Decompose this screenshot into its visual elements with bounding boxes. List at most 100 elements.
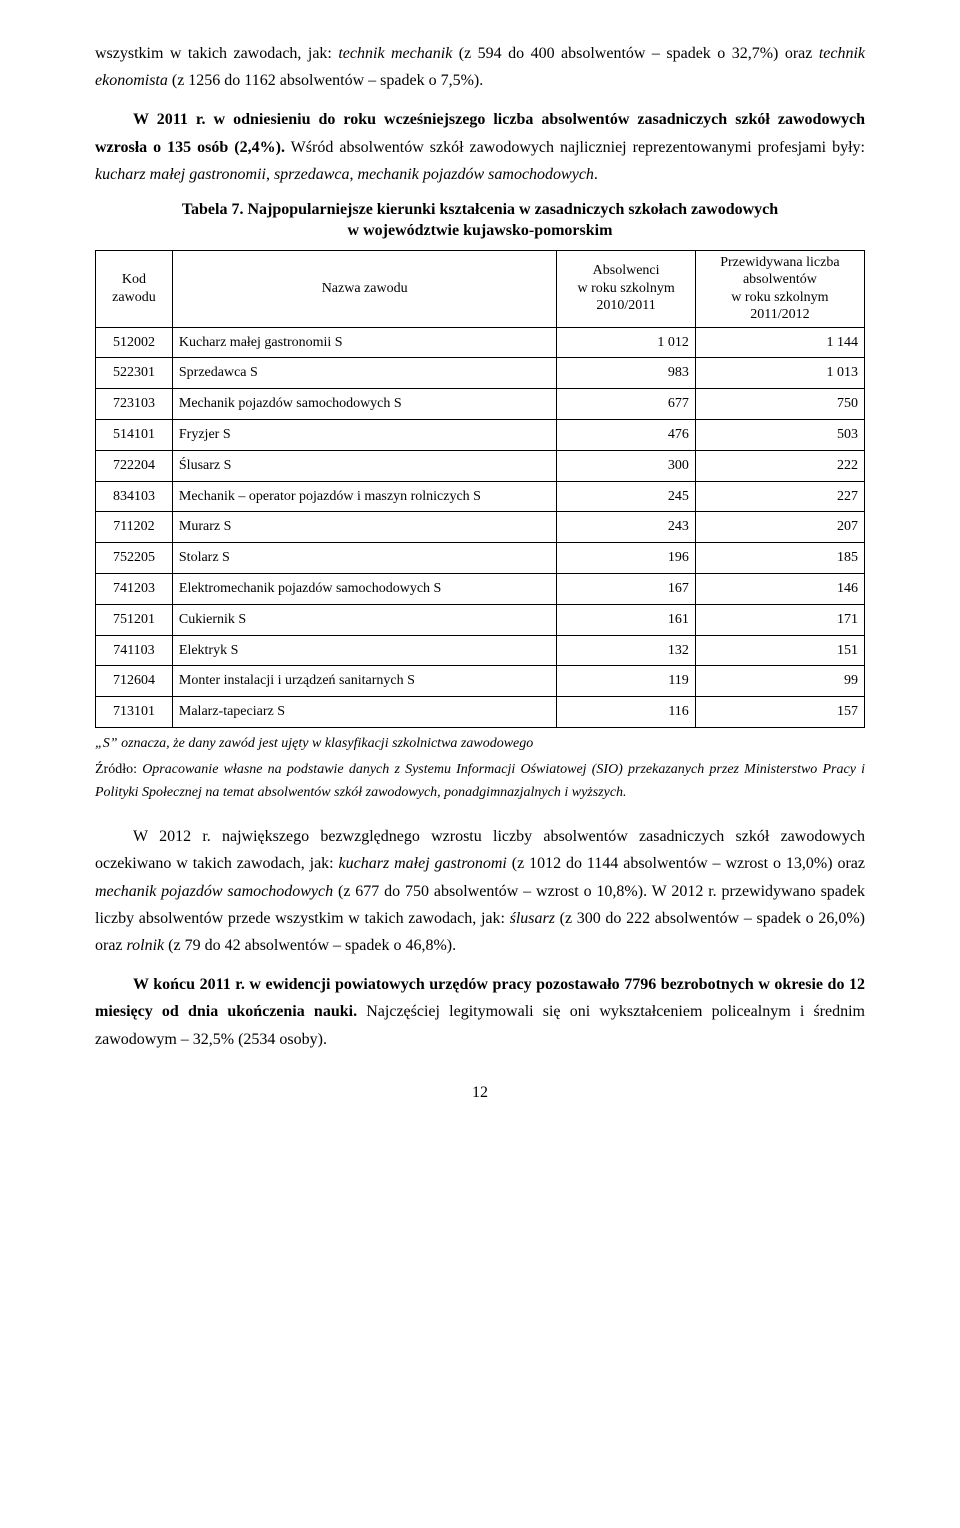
cell-code: 752205 bbox=[96, 543, 173, 574]
cell-2011-2012: 750 bbox=[695, 389, 864, 420]
cell-code: 741103 bbox=[96, 635, 173, 666]
cell-2010-2011: 1 012 bbox=[557, 327, 695, 358]
table-header-row: Kodzawodu Nazwa zawodu Absolwenciw roku … bbox=[96, 250, 865, 327]
cell-2011-2012: 171 bbox=[695, 604, 864, 635]
table-row: 711202Murarz S243207 bbox=[96, 512, 865, 543]
cell-name: Malarz-tapeciarz S bbox=[172, 697, 557, 728]
cell-code: 522301 bbox=[96, 358, 173, 389]
cell-name: Mechanik – operator pojazdów i maszyn ro… bbox=[172, 481, 557, 512]
text-run: rolnik bbox=[127, 937, 165, 954]
cell-2010-2011: 677 bbox=[557, 389, 695, 420]
caption-line-2: w województwie kujawsko-pomorskim bbox=[348, 222, 613, 239]
cell-code: 712604 bbox=[96, 666, 173, 697]
cell-name: Kucharz małej gastronomii S bbox=[172, 327, 557, 358]
table-row: 512002Kucharz małej gastronomii S1 0121 … bbox=[96, 327, 865, 358]
text-run: ślusarz bbox=[510, 910, 555, 927]
cell-2011-2012: 1 144 bbox=[695, 327, 864, 358]
paragraph-2: W 2011 r. w odniesieniu do roku wcześnie… bbox=[95, 106, 865, 188]
cell-2010-2011: 132 bbox=[557, 635, 695, 666]
cell-code: 514101 bbox=[96, 419, 173, 450]
table-row: 713101Malarz-tapeciarz S116157 bbox=[96, 697, 865, 728]
cell-2010-2011: 245 bbox=[557, 481, 695, 512]
text-run: Opracowanie własne na podstawie danych z… bbox=[95, 762, 865, 801]
table-row: 834103Mechanik – operator pojazdów i mas… bbox=[96, 481, 865, 512]
table-row: 712604Monter instalacji i urządzeń sanit… bbox=[96, 666, 865, 697]
cell-2011-2012: 222 bbox=[695, 450, 864, 481]
text-run: (z 1256 do 1162 absolwentów – spadek o 7… bbox=[168, 72, 483, 89]
cell-name: Cukiernik S bbox=[172, 604, 557, 635]
cell-code: 751201 bbox=[96, 604, 173, 635]
cell-2011-2012: 207 bbox=[695, 512, 864, 543]
cell-code: 834103 bbox=[96, 481, 173, 512]
cell-2010-2011: 119 bbox=[557, 666, 695, 697]
paragraph-4: W końcu 2011 r. w ewidencji powiatowych … bbox=[95, 971, 865, 1053]
cell-2010-2011: 196 bbox=[557, 543, 695, 574]
table-row: 522301Sprzedawca S9831 013 bbox=[96, 358, 865, 389]
table-caption: Tabela 7. Najpopularniejsze kierunki ksz… bbox=[95, 200, 865, 242]
cell-2011-2012: 99 bbox=[695, 666, 864, 697]
text-run: kucharz małej gastronomi bbox=[339, 855, 507, 872]
professions-table: Kodzawodu Nazwa zawodu Absolwenciw roku … bbox=[95, 250, 865, 728]
header-graduates-2011-2012: Przewidywana liczbaabsolwentóww roku szk… bbox=[695, 250, 864, 327]
cell-code: 713101 bbox=[96, 697, 173, 728]
table-row: 723103Mechanik pojazdów samochodowych S6… bbox=[96, 389, 865, 420]
table-row: 741203Elektromechanik pojazdów samochodo… bbox=[96, 573, 865, 604]
cell-code: 722204 bbox=[96, 450, 173, 481]
header-name: Nazwa zawodu bbox=[172, 250, 557, 327]
cell-2011-2012: 157 bbox=[695, 697, 864, 728]
cell-code: 741203 bbox=[96, 573, 173, 604]
cell-2011-2012: 146 bbox=[695, 573, 864, 604]
text-run: , bbox=[350, 166, 358, 183]
cell-2010-2011: 161 bbox=[557, 604, 695, 635]
cell-name: Ślusarz S bbox=[172, 450, 557, 481]
cell-2011-2012: 1 013 bbox=[695, 358, 864, 389]
text-run: mechanik pojazdów samochodowych bbox=[358, 166, 594, 183]
cell-2011-2012: 151 bbox=[695, 635, 864, 666]
table-row: 752205Stolarz S196185 bbox=[96, 543, 865, 574]
table-row: 751201Cukiernik S161171 bbox=[96, 604, 865, 635]
cell-name: Sprzedawca S bbox=[172, 358, 557, 389]
cell-name: Mechanik pojazdów samochodowych S bbox=[172, 389, 557, 420]
table-footnote: „S” oznacza, że dany zawód jest ujęty w … bbox=[95, 732, 865, 756]
page-number: 12 bbox=[95, 1079, 865, 1106]
text-run: , bbox=[266, 166, 274, 183]
cell-2011-2012: 503 bbox=[695, 419, 864, 450]
cell-2010-2011: 243 bbox=[557, 512, 695, 543]
cell-2010-2011: 983 bbox=[557, 358, 695, 389]
text-run: (z 79 do 42 absolwentów – spadek o 46,8%… bbox=[164, 937, 456, 954]
table-row: 722204Ślusarz S300222 bbox=[96, 450, 865, 481]
text-run: technik mechanik bbox=[338, 45, 452, 62]
paragraph-1: wszystkim w takich zawodach, jak: techni… bbox=[95, 40, 865, 94]
text-run: wszystkim w takich zawodach, jak: bbox=[95, 45, 338, 62]
text-run: sprzedawca bbox=[274, 166, 350, 183]
text-run: (z 594 do 400 absolwentów – spadek o 32,… bbox=[452, 45, 819, 62]
cell-2010-2011: 167 bbox=[557, 573, 695, 604]
text-run: mechanik pojazdów samochodowych bbox=[95, 883, 333, 900]
cell-2010-2011: 476 bbox=[557, 419, 695, 450]
table-row: 741103Elektryk S132151 bbox=[96, 635, 865, 666]
cell-name: Monter instalacji i urządzeń sanitarnych… bbox=[172, 666, 557, 697]
text-run: Wśród absolwentów szkół zawodowych najli… bbox=[285, 139, 865, 156]
cell-code: 512002 bbox=[96, 327, 173, 358]
header-code: Kodzawodu bbox=[96, 250, 173, 327]
text-run: kucharz małej gastronomii bbox=[95, 166, 266, 183]
header-graduates-2010-2011: Absolwenciw roku szkolnym2010/2011 bbox=[557, 250, 695, 327]
caption-line-1: Tabela 7. Najpopularniejsze kierunki ksz… bbox=[182, 201, 778, 218]
text-run: . bbox=[594, 166, 598, 183]
cell-name: Fryzjer S bbox=[172, 419, 557, 450]
text-run: (z 1012 do 1144 absolwentów – wzrost o 1… bbox=[507, 855, 865, 872]
table-row: 514101Fryzjer S476503 bbox=[96, 419, 865, 450]
text-run: Źródło: bbox=[95, 762, 142, 777]
table-source: Źródło: Opracowanie własne na podstawie … bbox=[95, 758, 865, 806]
cell-2010-2011: 300 bbox=[557, 450, 695, 481]
page: wszystkim w takich zawodach, jak: techni… bbox=[0, 0, 960, 1528]
cell-code: 711202 bbox=[96, 512, 173, 543]
cell-name: Elektryk S bbox=[172, 635, 557, 666]
cell-name: Stolarz S bbox=[172, 543, 557, 574]
cell-name: Elektromechanik pojazdów samochodowych S bbox=[172, 573, 557, 604]
cell-code: 723103 bbox=[96, 389, 173, 420]
cell-name: Murarz S bbox=[172, 512, 557, 543]
cell-2010-2011: 116 bbox=[557, 697, 695, 728]
cell-2011-2012: 185 bbox=[695, 543, 864, 574]
cell-2011-2012: 227 bbox=[695, 481, 864, 512]
